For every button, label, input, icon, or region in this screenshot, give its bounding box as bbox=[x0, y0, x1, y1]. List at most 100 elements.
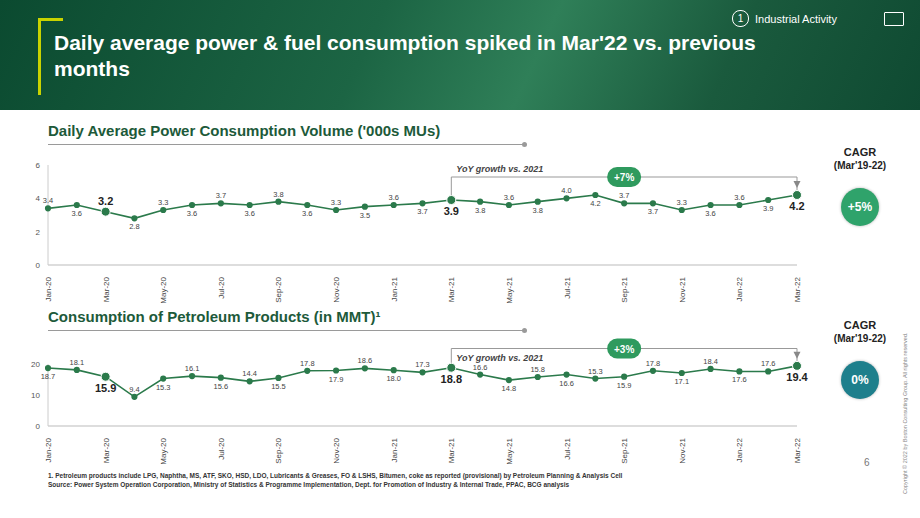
svg-text:15.6: 15.6 bbox=[214, 382, 229, 391]
svg-text:15.8: 15.8 bbox=[530, 365, 545, 374]
svg-text:17.8: 17.8 bbox=[646, 359, 661, 368]
svg-text:YoY growth vs. 2021: YoY growth vs. 2021 bbox=[456, 164, 543, 174]
svg-text:4.2: 4.2 bbox=[789, 200, 804, 212]
svg-text:14.8: 14.8 bbox=[502, 384, 517, 393]
svg-text:3.3: 3.3 bbox=[677, 198, 687, 207]
svg-text:0: 0 bbox=[36, 261, 41, 270]
svg-text:0: 0 bbox=[36, 422, 41, 431]
svg-text:Mar-22: Mar-22 bbox=[793, 276, 802, 302]
svg-text:Sep-20: Sep-20 bbox=[274, 276, 283, 302]
svg-text:Jan-20: Jan-20 bbox=[44, 276, 53, 301]
svg-text:Jan-20: Jan-20 bbox=[44, 437, 53, 462]
svg-text:Jul-20: Jul-20 bbox=[217, 276, 226, 298]
svg-text:10: 10 bbox=[31, 391, 40, 400]
svg-text:16.6: 16.6 bbox=[473, 363, 488, 372]
svg-text:19.4: 19.4 bbox=[786, 371, 808, 383]
svg-text:Mar-20: Mar-20 bbox=[102, 437, 111, 463]
svg-text:16.1: 16.1 bbox=[185, 364, 200, 373]
svg-text:Mar-21: Mar-21 bbox=[447, 276, 456, 302]
svg-text:Mar-21: Mar-21 bbox=[447, 437, 456, 463]
svg-text:3.9: 3.9 bbox=[763, 204, 773, 213]
svg-text:Nov-21: Nov-21 bbox=[678, 437, 687, 463]
svg-text:17.8: 17.8 bbox=[300, 359, 315, 368]
svg-text:3.7: 3.7 bbox=[417, 207, 427, 216]
svg-text:Jan-22: Jan-22 bbox=[735, 437, 744, 462]
svg-text:Mar-22: Mar-22 bbox=[793, 437, 802, 463]
svg-text:Nov-20: Nov-20 bbox=[332, 276, 341, 302]
svg-text:3.6: 3.6 bbox=[388, 193, 398, 202]
svg-text:Sep-21: Sep-21 bbox=[620, 276, 629, 302]
svg-text:Jan-21: Jan-21 bbox=[390, 276, 399, 301]
svg-text:YoY growth vs. 2021: YoY growth vs. 2021 bbox=[456, 353, 543, 363]
svg-text:17.6: 17.6 bbox=[732, 375, 747, 384]
svg-text:15.9: 15.9 bbox=[617, 381, 632, 390]
svg-text:3.6: 3.6 bbox=[302, 209, 312, 218]
svg-text:Sep-21: Sep-21 bbox=[620, 437, 629, 463]
svg-text:15.3: 15.3 bbox=[156, 383, 171, 392]
svg-text:18.7: 18.7 bbox=[41, 372, 56, 381]
svg-text:+3%: +3% bbox=[614, 344, 634, 355]
html-text:Daily Average Power Consumptio: Daily Average Power Consumption Volume (… bbox=[48, 122, 441, 139]
svg-text:4.0: 4.0 bbox=[561, 186, 571, 195]
svg-text:3.7: 3.7 bbox=[619, 191, 629, 200]
svg-text:May-21: May-21 bbox=[505, 276, 514, 303]
svg-text:17.9: 17.9 bbox=[329, 375, 344, 384]
svg-text:18.8: 18.8 bbox=[441, 373, 462, 385]
svg-text:3.6: 3.6 bbox=[504, 193, 514, 202]
svg-text:3.7: 3.7 bbox=[648, 207, 658, 216]
svg-text:9.4: 9.4 bbox=[129, 385, 139, 394]
svg-text:3.8: 3.8 bbox=[273, 190, 283, 199]
svg-text:15.5: 15.5 bbox=[271, 382, 286, 391]
svg-text:May-21: May-21 bbox=[505, 437, 514, 464]
svg-text:6: 6 bbox=[36, 161, 41, 170]
svg-text:3.6: 3.6 bbox=[244, 209, 254, 218]
svg-text:Sep-20: Sep-20 bbox=[274, 437, 283, 463]
svg-text:Mar-20: Mar-20 bbox=[102, 276, 111, 302]
svg-text:17.6: 17.6 bbox=[761, 359, 776, 368]
html-text:0%: 0% bbox=[851, 373, 869, 387]
html-text:Industrial Activity: Industrial Activity bbox=[755, 12, 837, 25]
svg-text:Nov-21: Nov-21 bbox=[678, 276, 687, 302]
svg-text:14.4: 14.4 bbox=[242, 369, 257, 378]
svg-text:May-20: May-20 bbox=[159, 276, 168, 303]
svg-text:17.3: 17.3 bbox=[415, 360, 430, 369]
svg-text:Jul-21: Jul-21 bbox=[563, 276, 572, 298]
svg-text:15.3: 15.3 bbox=[588, 367, 603, 376]
svg-text:16.6: 16.6 bbox=[559, 379, 574, 388]
svg-text:3.9: 3.9 bbox=[444, 205, 459, 217]
svg-text:4.2: 4.2 bbox=[590, 199, 600, 208]
svg-text:3.5: 3.5 bbox=[360, 211, 370, 220]
svg-text:3.8: 3.8 bbox=[533, 206, 543, 215]
svg-text:Jul-21: Jul-21 bbox=[563, 437, 572, 459]
svg-text:3.7: 3.7 bbox=[216, 191, 226, 200]
svg-text:18.0: 18.0 bbox=[386, 374, 401, 383]
html-text:+5%: +5% bbox=[847, 200, 873, 214]
svg-text:2: 2 bbox=[36, 228, 41, 237]
svg-text:3.6: 3.6 bbox=[734, 193, 744, 202]
svg-text:3.8: 3.8 bbox=[475, 206, 485, 215]
svg-text:17.1: 17.1 bbox=[674, 377, 689, 386]
html-text:Daily average power & fuel con: Daily average power & fuel consumption s… bbox=[54, 31, 756, 80]
svg-text:3.4: 3.4 bbox=[43, 196, 53, 205]
svg-text:15.9: 15.9 bbox=[95, 382, 116, 394]
svg-text:3.3: 3.3 bbox=[331, 198, 341, 207]
svg-text:Jan-21: Jan-21 bbox=[390, 437, 399, 462]
svg-text:18.6: 18.6 bbox=[358, 356, 373, 365]
svg-text:+7%: +7% bbox=[614, 172, 634, 183]
svg-text:Jul-20: Jul-20 bbox=[217, 437, 226, 459]
svg-text:Jan-22: Jan-22 bbox=[735, 276, 744, 301]
svg-text:20: 20 bbox=[31, 360, 40, 369]
svg-text:18.4: 18.4 bbox=[703, 357, 718, 366]
svg-text:2.8: 2.8 bbox=[129, 222, 139, 231]
html-text:CAGR: CAGR bbox=[843, 146, 877, 158]
svg-text:18.1: 18.1 bbox=[70, 358, 85, 367]
svg-text:3.6: 3.6 bbox=[72, 209, 82, 218]
svg-text:May-20: May-20 bbox=[159, 437, 168, 464]
svg-text:3.6: 3.6 bbox=[187, 209, 197, 218]
svg-text:Nov-20: Nov-20 bbox=[332, 437, 341, 463]
svg-text:4: 4 bbox=[36, 194, 41, 203]
svg-text:3.6: 3.6 bbox=[705, 209, 715, 218]
svg-text:3.2: 3.2 bbox=[98, 195, 113, 207]
html-text:Consumption of Petroleum Produ: Consumption of Petroleum Products (in MM… bbox=[48, 308, 381, 325]
svg-text:3.3: 3.3 bbox=[158, 198, 168, 207]
